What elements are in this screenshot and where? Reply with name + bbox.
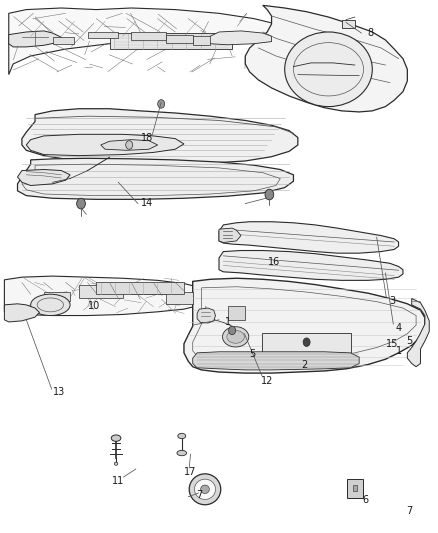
Ellipse shape <box>31 294 70 316</box>
Text: 14: 14 <box>141 198 153 207</box>
Text: 17: 17 <box>184 467 197 477</box>
Ellipse shape <box>111 435 121 441</box>
Bar <box>88 32 118 38</box>
Polygon shape <box>22 109 298 164</box>
Ellipse shape <box>194 479 215 499</box>
Polygon shape <box>9 31 61 47</box>
Bar <box>131 32 166 40</box>
Text: 1: 1 <box>225 318 231 327</box>
Ellipse shape <box>189 474 221 505</box>
Polygon shape <box>219 222 399 253</box>
Bar <box>166 35 193 43</box>
Ellipse shape <box>114 462 118 465</box>
Bar <box>79 285 123 298</box>
Bar <box>193 36 210 45</box>
Polygon shape <box>4 304 39 322</box>
Bar <box>110 33 232 49</box>
Bar <box>353 485 357 491</box>
Text: 8: 8 <box>367 28 373 38</box>
Text: 7: 7 <box>196 490 202 499</box>
Text: 12: 12 <box>261 376 273 386</box>
Polygon shape <box>197 308 215 323</box>
Polygon shape <box>193 352 359 370</box>
Bar <box>166 292 193 304</box>
FancyBboxPatch shape <box>262 333 351 365</box>
Text: 5: 5 <box>406 336 413 346</box>
Text: 5: 5 <box>249 350 255 359</box>
Polygon shape <box>9 8 280 75</box>
Ellipse shape <box>201 485 209 494</box>
Polygon shape <box>184 278 425 373</box>
Polygon shape <box>18 169 70 185</box>
Text: 10: 10 <box>88 302 100 311</box>
Polygon shape <box>26 134 184 156</box>
Polygon shape <box>206 31 272 45</box>
Text: 18: 18 <box>141 133 153 142</box>
Bar <box>96 282 184 294</box>
Text: 6: 6 <box>363 495 369 505</box>
Bar <box>53 37 74 44</box>
Text: 2: 2 <box>301 360 307 370</box>
Text: 7: 7 <box>406 506 413 515</box>
Ellipse shape <box>227 330 244 343</box>
Polygon shape <box>245 5 407 112</box>
Bar <box>131 284 175 294</box>
Text: 16: 16 <box>268 257 280 267</box>
Circle shape <box>77 198 85 209</box>
Polygon shape <box>407 298 429 367</box>
Text: 4: 4 <box>396 323 402 333</box>
Circle shape <box>158 100 165 108</box>
Text: 3: 3 <box>389 296 395 306</box>
Circle shape <box>265 189 274 200</box>
Bar <box>342 20 355 28</box>
Ellipse shape <box>223 327 249 347</box>
Polygon shape <box>101 140 158 150</box>
Ellipse shape <box>285 32 372 107</box>
Bar <box>44 292 70 301</box>
Polygon shape <box>4 276 210 316</box>
Text: 13: 13 <box>53 387 65 397</box>
Polygon shape <box>219 228 241 243</box>
Ellipse shape <box>177 450 187 456</box>
Bar <box>228 306 245 320</box>
Circle shape <box>229 326 236 335</box>
FancyBboxPatch shape <box>347 479 363 498</box>
Text: 11: 11 <box>112 476 124 486</box>
Circle shape <box>126 141 133 149</box>
Circle shape <box>303 338 310 346</box>
Polygon shape <box>219 251 403 280</box>
Text: 1: 1 <box>396 346 402 356</box>
Polygon shape <box>18 158 293 199</box>
Text: 15: 15 <box>386 339 398 349</box>
Ellipse shape <box>178 433 186 439</box>
